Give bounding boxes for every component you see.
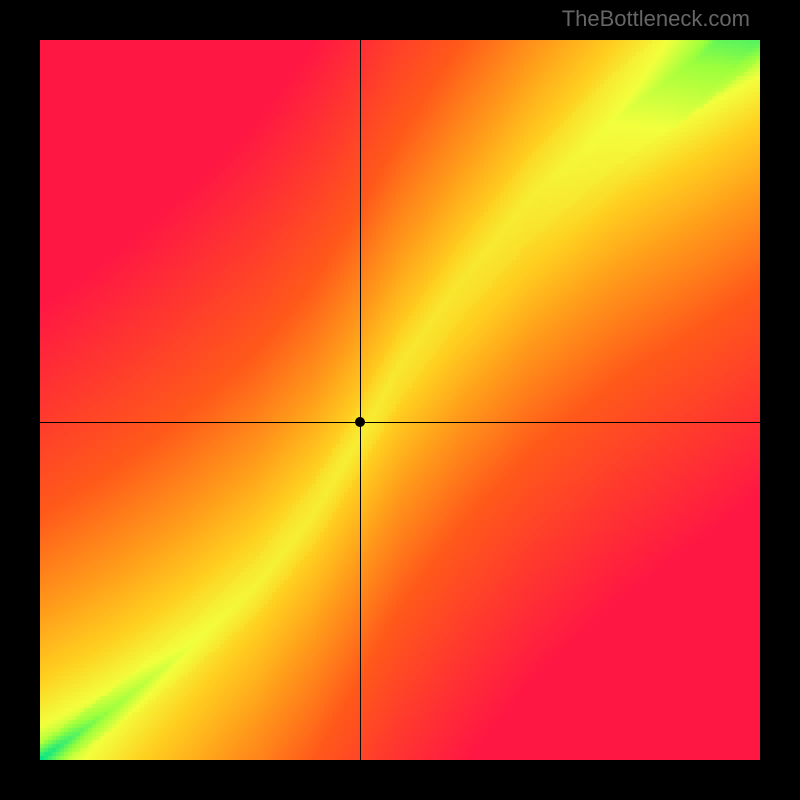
heatmap-plot [40, 40, 760, 760]
heatmap-canvas [40, 40, 760, 760]
crosshair-marker [355, 417, 365, 427]
crosshair-horizontal [40, 422, 760, 423]
chart-container: TheBottleneck.com [0, 0, 800, 800]
watermark-text: TheBottleneck.com [562, 6, 750, 32]
crosshair-vertical [360, 40, 361, 760]
